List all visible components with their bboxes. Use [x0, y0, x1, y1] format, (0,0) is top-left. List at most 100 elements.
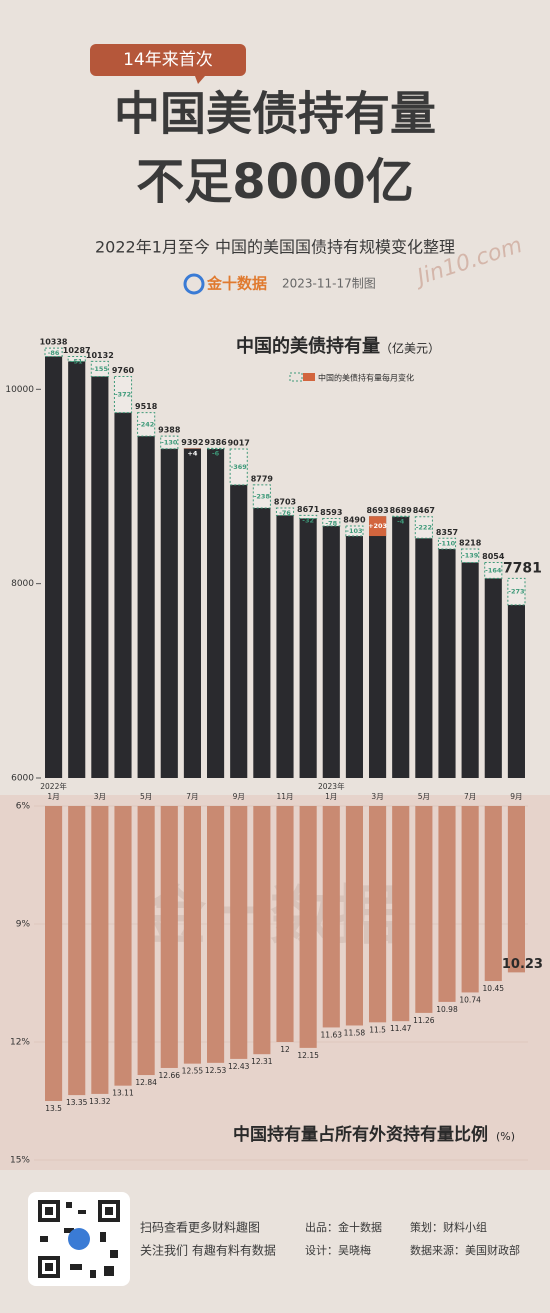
y-tick-label: 12% — [10, 1038, 30, 1048]
change-segment — [252, 484, 271, 509]
change-label: -155 — [92, 365, 109, 373]
title-line2: 不足8000亿 — [136, 154, 414, 210]
x-tick-label: 5月 — [418, 792, 430, 801]
value-label: 11.5 — [369, 1025, 386, 1034]
y-tick-label: 15% — [10, 1156, 30, 1166]
badge-tail — [195, 76, 205, 84]
change-label: -32 — [302, 516, 314, 524]
change-segment — [67, 355, 86, 362]
bar — [461, 562, 479, 778]
change-segment — [137, 412, 156, 437]
bar — [369, 516, 387, 778]
value-label: 11.47 — [390, 1024, 412, 1033]
change-label: +4 — [187, 449, 197, 457]
bar — [415, 538, 433, 778]
bar — [68, 361, 86, 778]
x-tick-label: 7月 — [186, 792, 198, 801]
bar — [45, 806, 63, 1101]
change-segment — [461, 548, 480, 563]
value-label: 13.35 — [66, 1098, 88, 1107]
chart-unit: （亿美元） — [380, 341, 440, 356]
value-label: 8593 — [320, 508, 342, 517]
bar — [392, 516, 410, 778]
bar — [299, 518, 317, 778]
y-tick-label: 6000 — [11, 774, 34, 784]
change-segment — [160, 435, 179, 450]
value-label: 9388 — [158, 426, 181, 435]
bar — [253, 806, 271, 1055]
value-label: 8703 — [274, 497, 296, 506]
change-segment — [275, 507, 295, 516]
brand-logo — [183, 273, 205, 295]
bar — [276, 806, 294, 1042]
bar — [461, 806, 479, 993]
value-label: 8467 — [413, 506, 435, 515]
bar — [415, 806, 433, 1013]
chart-title: 中国持有量占所有外资持有量比例 — [233, 1124, 488, 1145]
change-segment — [299, 514, 318, 519]
x-tick-label: 7月 — [464, 792, 476, 801]
change-label: -139 — [462, 552, 479, 560]
value-label: 9392 — [181, 438, 203, 447]
bar — [183, 806, 201, 1064]
bar — [276, 515, 294, 778]
value-label: 12.15 — [297, 1051, 319, 1060]
bar — [345, 536, 363, 778]
change-label: -130 — [161, 438, 178, 446]
value-label: 10338 — [40, 338, 68, 347]
bar — [322, 526, 340, 778]
bar — [160, 806, 178, 1068]
x-tick-label: 3月 — [94, 792, 106, 801]
value-label: 8054 — [482, 552, 505, 561]
x-tick-label: 3月 — [371, 792, 383, 801]
change-segment — [414, 516, 433, 539]
change-label: -273 — [508, 588, 524, 596]
bar — [45, 356, 63, 778]
footer-scan: 扫码查看更多财料趣图 — [140, 1220, 260, 1235]
bar — [207, 448, 225, 778]
change-label: -76 — [279, 509, 291, 517]
bar — [183, 448, 201, 778]
value-label: 13.32 — [89, 1097, 111, 1106]
value-label: 8671 — [297, 505, 320, 514]
bar — [484, 806, 502, 982]
bar — [392, 806, 410, 1022]
chart-unit: (%) — [496, 1130, 515, 1143]
qr-code — [38, 1200, 120, 1278]
chart-title: 中国的美债持有量 — [236, 335, 380, 357]
bar — [507, 604, 525, 778]
footer-source: 数据来源：美国财政部 — [410, 1243, 520, 1257]
bar — [484, 578, 502, 778]
change-segment — [322, 517, 341, 527]
footer-planner: 策划：财料小组 — [410, 1220, 487, 1234]
bar — [160, 448, 178, 778]
change-label: -4 — [397, 517, 405, 525]
change-segment — [345, 525, 364, 537]
change-segment — [206, 447, 225, 450]
change-label: -164 — [485, 566, 502, 574]
bar — [68, 806, 86, 1096]
bar — [253, 507, 271, 778]
value-label: 12.66 — [159, 1071, 181, 1080]
change-label: -51 — [71, 357, 83, 365]
x-year-label: 2022年 — [40, 781, 67, 791]
value-label: 8357 — [436, 528, 458, 537]
change-label: -6 — [212, 449, 220, 457]
badge — [90, 44, 246, 76]
change-segment — [484, 561, 503, 579]
x-tick-label: 9月 — [233, 792, 245, 801]
change-segment — [369, 516, 387, 537]
change-label: -369 — [231, 463, 248, 471]
value-label: 11.63 — [321, 1030, 343, 1039]
y-tick-label: 6% — [16, 802, 31, 812]
change-label: -78 — [325, 519, 337, 527]
legend-label: 中国的美债持有量每月变化 — [318, 373, 414, 383]
bar — [345, 806, 363, 1026]
subtitle: 2022年1月至今 中国的美国国债持有规模变化整理 — [95, 238, 455, 257]
legend-swatch-up — [303, 373, 315, 381]
y-tick-label: 8000 — [11, 579, 34, 589]
change-segment — [90, 360, 109, 377]
value-label: 12.53 — [205, 1066, 227, 1075]
value-label: 7781 — [503, 560, 542, 576]
value-label: 8689 — [390, 506, 413, 515]
